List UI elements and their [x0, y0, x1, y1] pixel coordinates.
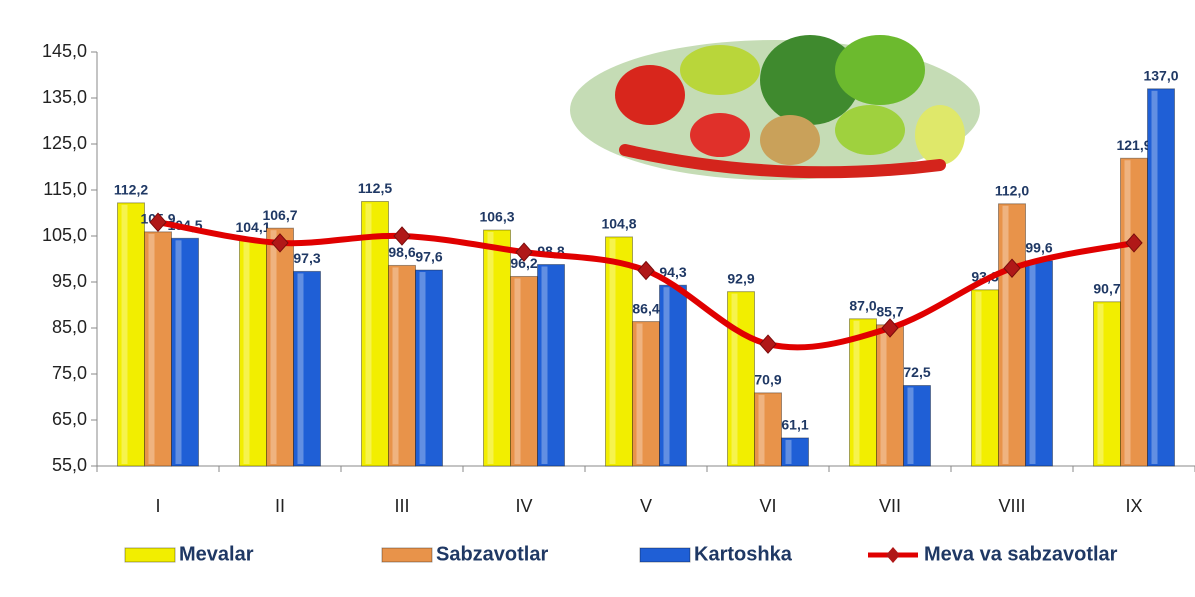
vegetables-picture: [570, 35, 980, 180]
legend-swatch: [382, 548, 432, 562]
bar-highlight: [1125, 160, 1131, 464]
value-label: 112,0: [995, 183, 1029, 199]
chart: 55,0 65,0 75,0 85,0 95,0 105,0 115,0 125,0 135,0…: [0, 0, 1195, 597]
bar-highlight: [176, 240, 182, 464]
value-label: 112,5: [358, 180, 392, 196]
legend-swatch: [640, 548, 690, 562]
value-label: 86,4: [632, 300, 659, 316]
legend-label: Kartoshka: [694, 543, 793, 565]
value-label: 70,9: [754, 372, 781, 388]
y-tick-label: 95,0: [52, 271, 87, 291]
legend-label: Sabzavotlar: [436, 543, 548, 565]
line-marker: [760, 335, 776, 353]
value-label: 106,3: [479, 209, 514, 225]
value-label: 85,7: [876, 303, 903, 319]
y-tick-label: 115,0: [43, 179, 87, 199]
value-label: 99,6: [1025, 240, 1052, 256]
y-tick-label: 135,0: [42, 87, 87, 107]
value-label: 61,1: [781, 417, 808, 433]
bar-highlight: [610, 239, 616, 464]
line-marker: [394, 227, 410, 245]
bar-highlight: [1098, 304, 1104, 464]
bar-highlight: [759, 395, 765, 464]
bar-highlight: [122, 205, 128, 464]
value-label: 121,9: [1116, 137, 1151, 153]
value-label: 92,9: [727, 270, 754, 286]
value-label: 98,6: [388, 244, 415, 260]
bar-highlight: [366, 204, 372, 465]
value-label: 87,0: [849, 298, 876, 314]
bar-highlight: [393, 267, 399, 464]
bar-highlight: [515, 278, 521, 464]
bar-highlight: [881, 327, 887, 464]
y-tick-label: 55,0: [52, 455, 87, 475]
x-tick-label: IX: [1125, 496, 1142, 516]
value-label: 106,7: [262, 207, 297, 223]
x-tick-label: II: [275, 496, 285, 516]
value-label: 104,8: [601, 216, 636, 232]
bar-highlight: [149, 234, 155, 464]
x-tick-label: VI: [759, 496, 776, 516]
value-label: 112,2: [114, 182, 148, 198]
value-label: 72,5: [903, 364, 930, 380]
x-tick-label: IV: [515, 496, 532, 516]
bar-highlight: [488, 232, 494, 464]
x-tick-label: VII: [879, 496, 901, 516]
value-label: 97,3: [293, 250, 320, 266]
value-label: 90,7: [1093, 280, 1120, 296]
bar-highlight: [854, 321, 860, 464]
bar-highlight: [664, 287, 670, 464]
y-tick-label: 105,0: [42, 225, 87, 245]
bar-highlight: [786, 440, 792, 464]
value-label: 97,6: [415, 249, 442, 265]
y-tick-label: 85,0: [52, 317, 87, 337]
bar-highlight: [298, 273, 304, 464]
x-tick-label: I: [155, 496, 160, 516]
bar-highlight: [732, 294, 738, 464]
y-tick-label: 125,0: [42, 133, 87, 153]
legend-swatch: [125, 548, 175, 562]
x-tick-label: III: [394, 496, 409, 516]
y-tick-label: 145,0: [42, 41, 87, 61]
x-tick-label: V: [640, 496, 652, 516]
bar-highlight: [244, 242, 250, 464]
bar-highlight: [1152, 91, 1158, 464]
bar-highlight: [1003, 206, 1009, 464]
x-tick-label: VIII: [998, 496, 1025, 516]
y-tick-label: 75,0: [52, 363, 87, 383]
bar-highlight: [420, 272, 426, 464]
y-tick-label: 65,0: [52, 409, 87, 429]
legend-marker: [886, 547, 900, 563]
bar-highlight: [1030, 263, 1036, 464]
bar-highlight: [542, 267, 548, 464]
value-label: 137,0: [1143, 68, 1178, 84]
bar-highlight: [908, 388, 914, 465]
bar-highlight: [976, 292, 982, 464]
bar-highlight: [271, 230, 277, 464]
legend-label: Meva va sabzavotlar: [924, 543, 1118, 565]
legend-label: Mevalar: [179, 543, 254, 565]
bar-highlight: [637, 324, 643, 464]
line-marker: [638, 262, 654, 280]
